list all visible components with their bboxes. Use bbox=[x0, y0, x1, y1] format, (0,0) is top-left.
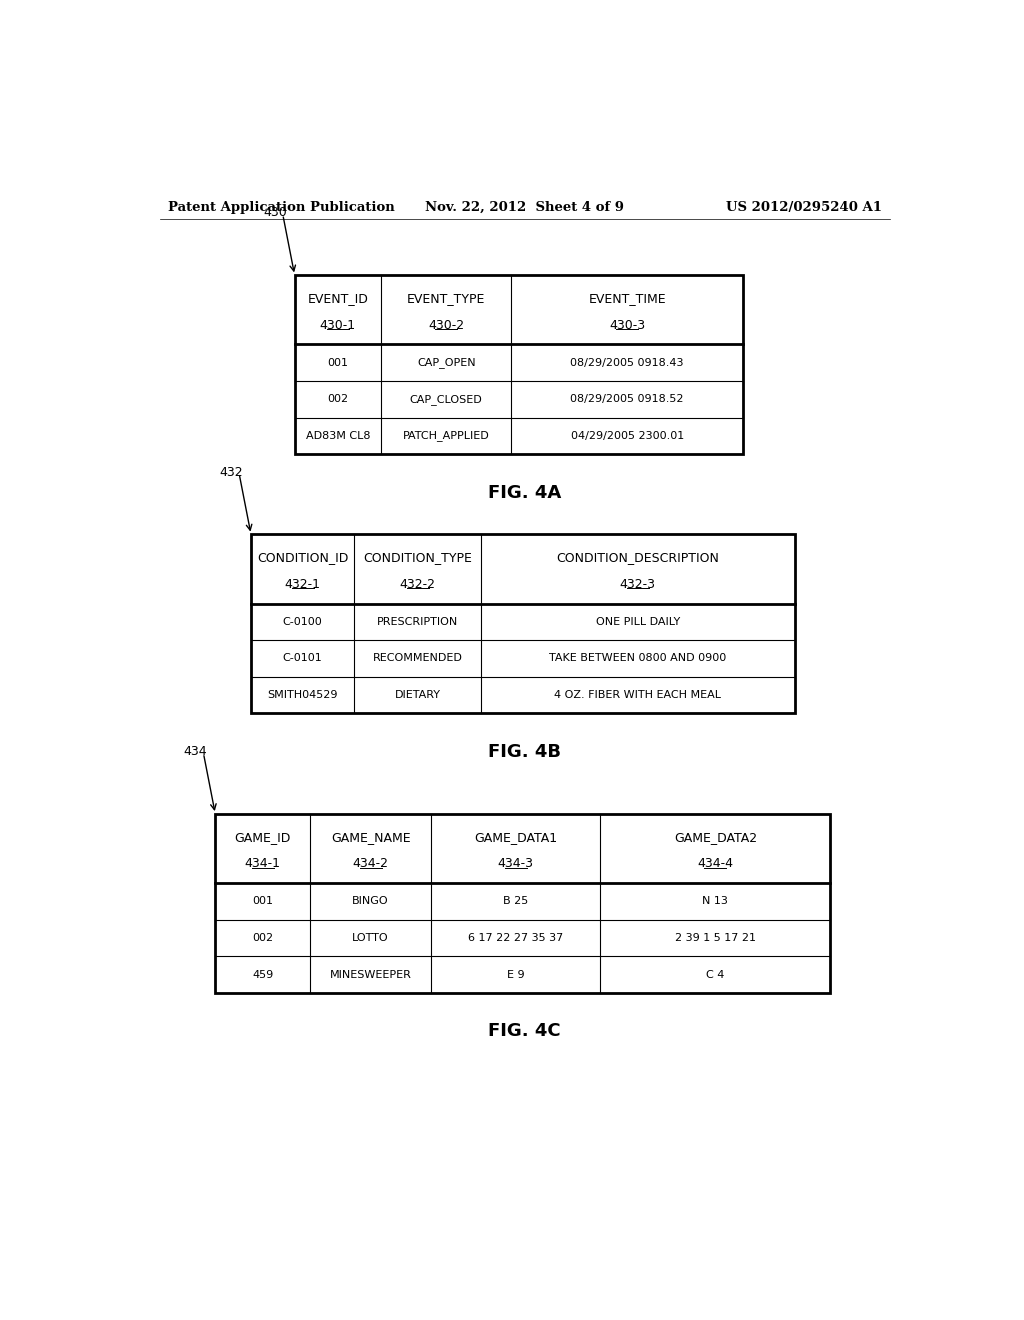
Bar bbox=[295, 276, 743, 454]
Text: 430-3: 430-3 bbox=[609, 318, 645, 331]
Text: US 2012/0295240 A1: US 2012/0295240 A1 bbox=[726, 201, 882, 214]
Text: 04/29/2005 2300.01: 04/29/2005 2300.01 bbox=[570, 430, 684, 441]
Text: Nov. 22, 2012  Sheet 4 of 9: Nov. 22, 2012 Sheet 4 of 9 bbox=[425, 201, 625, 214]
Text: 434-1: 434-1 bbox=[245, 857, 281, 870]
Text: 432-2: 432-2 bbox=[399, 578, 435, 591]
Text: RECOMMENDED: RECOMMENDED bbox=[373, 653, 463, 664]
Text: ONE PILL DAILY: ONE PILL DAILY bbox=[596, 616, 680, 627]
Text: N 13: N 13 bbox=[702, 896, 728, 907]
Text: 434-3: 434-3 bbox=[498, 857, 534, 870]
Text: 434-2: 434-2 bbox=[352, 857, 388, 870]
Text: 001: 001 bbox=[252, 896, 273, 907]
Text: CONDITION_DESCRIPTION: CONDITION_DESCRIPTION bbox=[556, 552, 719, 565]
Text: PATCH_APPLIED: PATCH_APPLIED bbox=[402, 430, 489, 441]
Text: GAME_NAME: GAME_NAME bbox=[331, 832, 411, 843]
Text: 430-2: 430-2 bbox=[428, 318, 464, 331]
Text: 08/29/2005 0918.52: 08/29/2005 0918.52 bbox=[570, 395, 684, 404]
Text: 432: 432 bbox=[219, 466, 243, 479]
Text: AD83M CL8: AD83M CL8 bbox=[306, 430, 370, 441]
Text: 459: 459 bbox=[252, 970, 273, 979]
Text: 2 39 1 5 17 21: 2 39 1 5 17 21 bbox=[675, 933, 756, 942]
Text: 432-3: 432-3 bbox=[620, 578, 655, 591]
Text: B 25: B 25 bbox=[503, 896, 528, 907]
Text: DIETARY: DIETARY bbox=[394, 690, 440, 700]
Text: FIG. 4A: FIG. 4A bbox=[488, 484, 561, 502]
Text: Patent Application Publication: Patent Application Publication bbox=[168, 201, 394, 214]
Text: 430: 430 bbox=[263, 206, 287, 219]
Text: SMITH04529: SMITH04529 bbox=[267, 690, 338, 700]
Text: C-0100: C-0100 bbox=[283, 616, 323, 627]
Text: C 4: C 4 bbox=[707, 970, 725, 979]
Text: CONDITION_TYPE: CONDITION_TYPE bbox=[364, 552, 472, 565]
Text: EVENT_TIME: EVENT_TIME bbox=[589, 292, 666, 305]
Text: 4 OZ. FIBER WITH EACH MEAL: 4 OZ. FIBER WITH EACH MEAL bbox=[554, 690, 721, 700]
Text: 430-1: 430-1 bbox=[319, 318, 356, 331]
Text: E 9: E 9 bbox=[507, 970, 524, 979]
Text: 432-1: 432-1 bbox=[285, 578, 321, 591]
Text: MINESWEEPER: MINESWEEPER bbox=[330, 970, 412, 979]
Bar bbox=[215, 814, 830, 993]
Text: EVENT_ID: EVENT_ID bbox=[307, 292, 369, 305]
Text: 08/29/2005 0918.43: 08/29/2005 0918.43 bbox=[570, 358, 684, 368]
Text: 002: 002 bbox=[252, 933, 273, 942]
Text: GAME_ID: GAME_ID bbox=[234, 832, 291, 843]
Text: CAP_CLOSED: CAP_CLOSED bbox=[410, 393, 482, 405]
Text: GAME_DATA1: GAME_DATA1 bbox=[474, 832, 557, 843]
Text: GAME_DATA2: GAME_DATA2 bbox=[674, 832, 757, 843]
Text: FIG. 4C: FIG. 4C bbox=[488, 1023, 561, 1040]
Text: BINGO: BINGO bbox=[352, 896, 389, 907]
Text: 002: 002 bbox=[328, 395, 348, 404]
Text: CONDITION_ID: CONDITION_ID bbox=[257, 552, 348, 565]
Text: EVENT_TYPE: EVENT_TYPE bbox=[407, 292, 485, 305]
Text: 434-4: 434-4 bbox=[697, 857, 733, 870]
Text: FIG. 4B: FIG. 4B bbox=[488, 743, 561, 760]
Text: 6 17 22 27 35 37: 6 17 22 27 35 37 bbox=[468, 933, 563, 942]
Text: 001: 001 bbox=[328, 358, 348, 368]
Text: LOTTO: LOTTO bbox=[352, 933, 389, 942]
Bar bbox=[251, 535, 795, 713]
Text: 434: 434 bbox=[183, 744, 207, 758]
Text: CAP_OPEN: CAP_OPEN bbox=[417, 358, 475, 368]
Text: TAKE BETWEEN 0800 AND 0900: TAKE BETWEEN 0800 AND 0900 bbox=[549, 653, 726, 664]
Text: C-0101: C-0101 bbox=[283, 653, 323, 664]
Text: PRESCRIPTION: PRESCRIPTION bbox=[377, 616, 459, 627]
